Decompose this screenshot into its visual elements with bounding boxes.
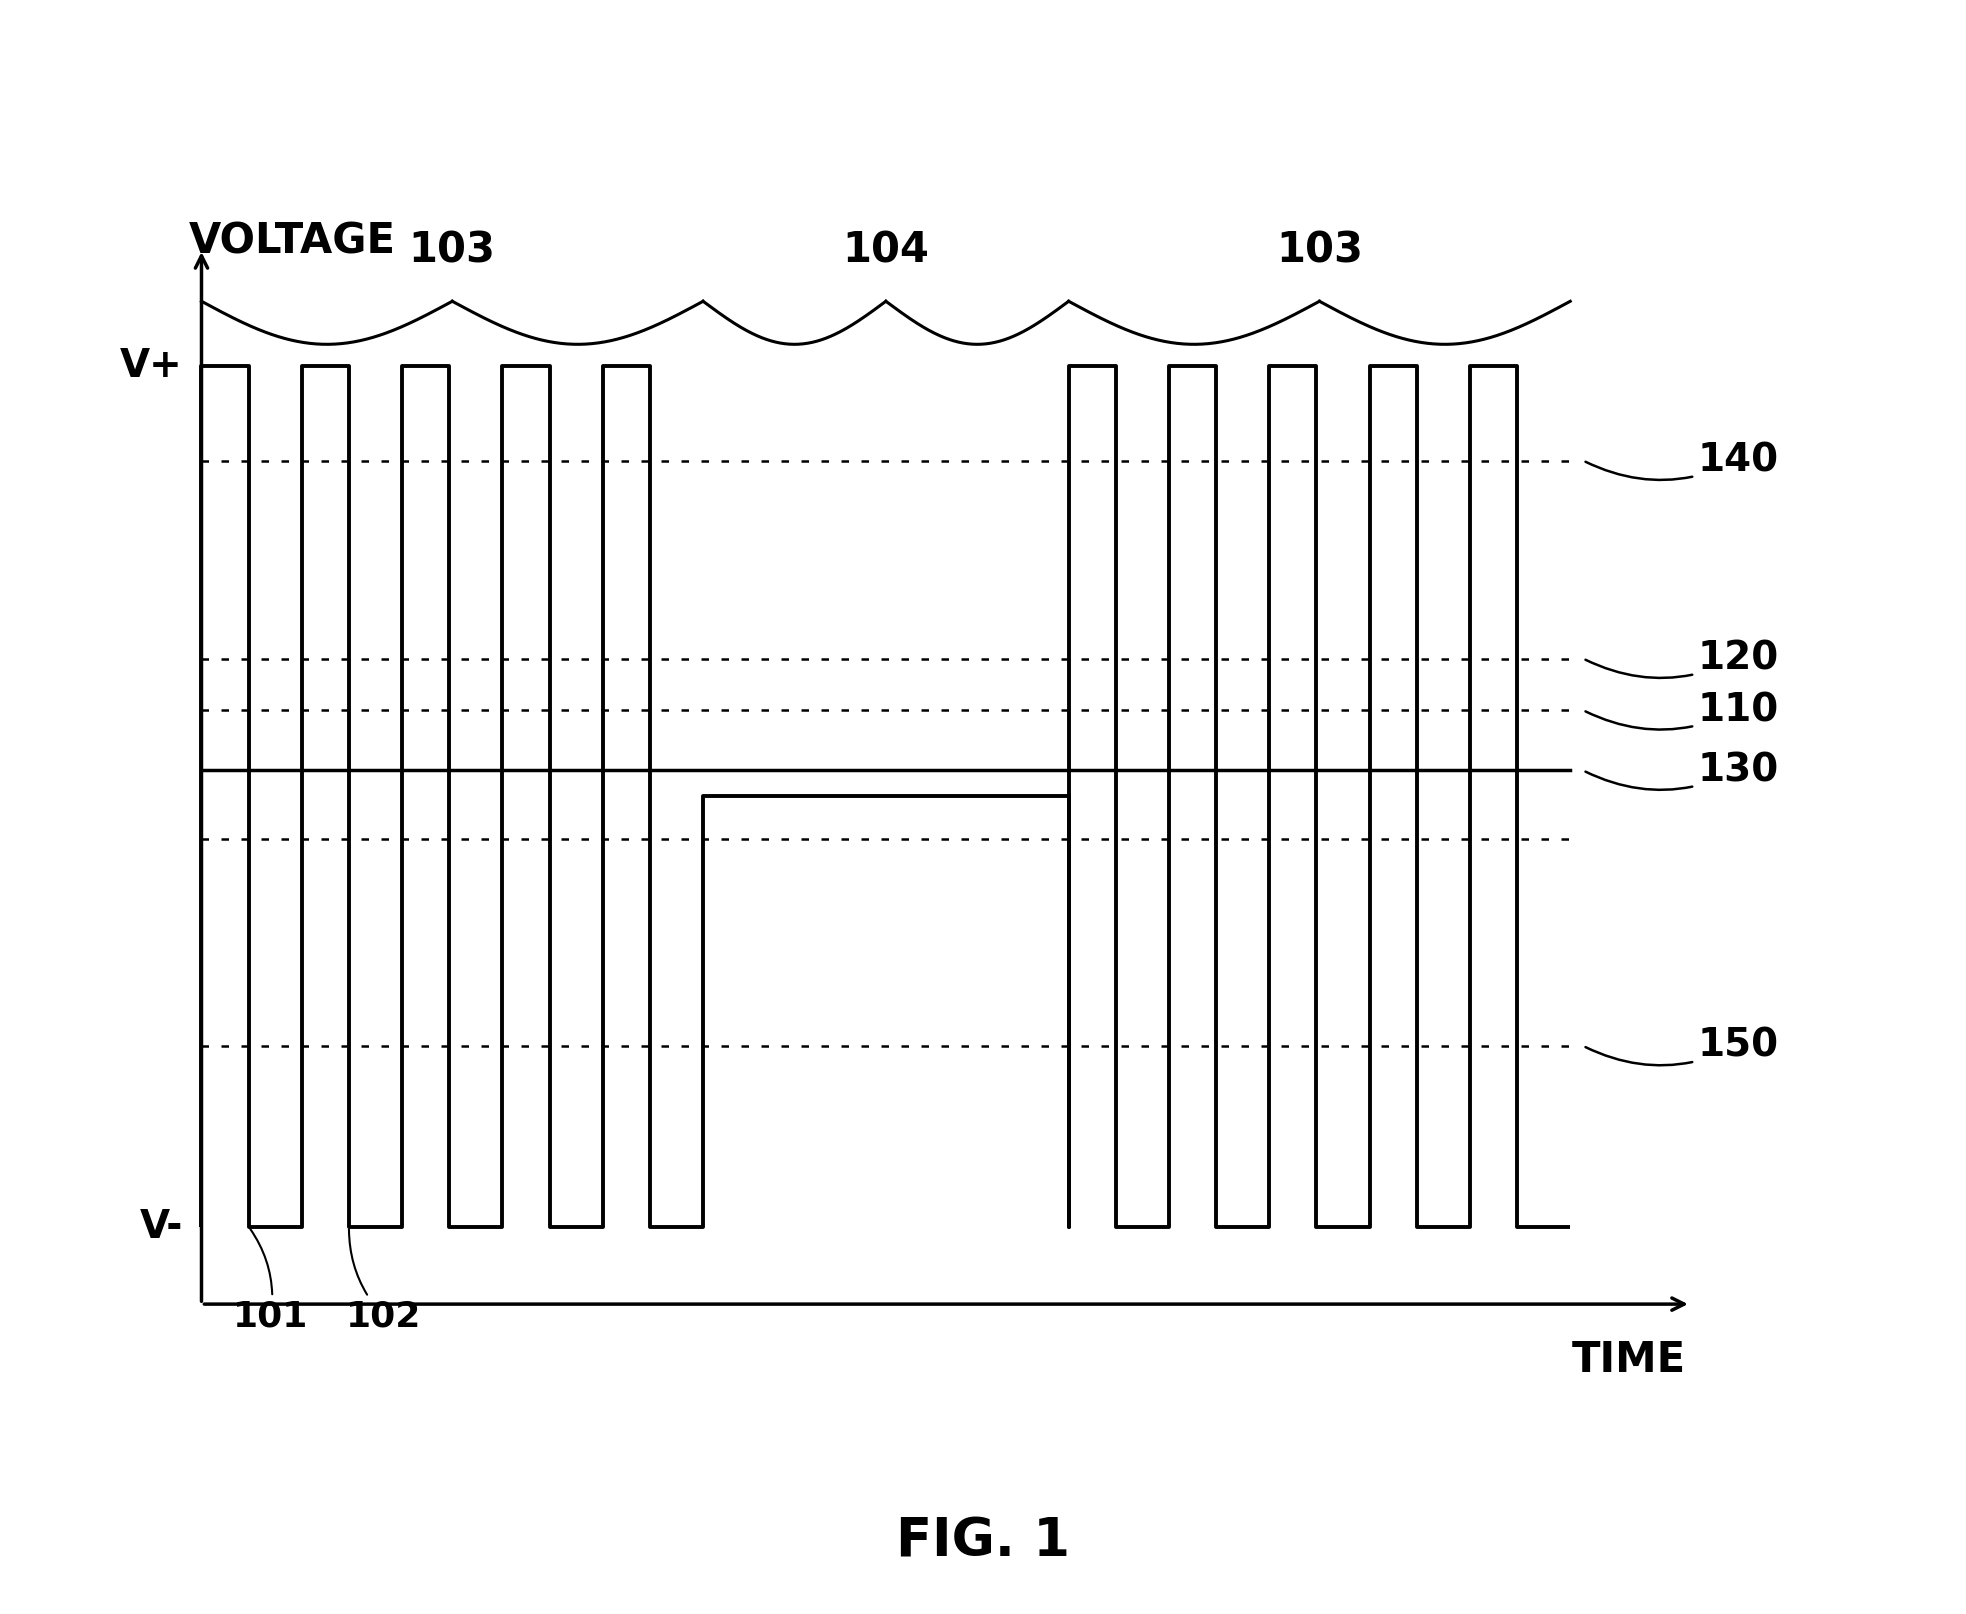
- Text: 103: 103: [1276, 229, 1362, 271]
- Text: 102: 102: [346, 1230, 423, 1333]
- Text: 103: 103: [409, 229, 495, 271]
- Text: 120: 120: [1585, 639, 1779, 678]
- Text: V-: V-: [140, 1207, 183, 1246]
- Text: 104: 104: [843, 229, 930, 271]
- Text: 110: 110: [1585, 691, 1779, 730]
- Text: VOLTAGE: VOLTAGE: [189, 221, 395, 263]
- Text: 140: 140: [1585, 442, 1779, 479]
- Text: 150: 150: [1585, 1027, 1779, 1065]
- Text: TIME: TIME: [1573, 1338, 1687, 1380]
- Text: 101: 101: [234, 1228, 309, 1333]
- Text: V+: V+: [120, 347, 183, 384]
- Text: 130: 130: [1585, 752, 1779, 789]
- Text: FIG. 1: FIG. 1: [896, 1516, 1070, 1567]
